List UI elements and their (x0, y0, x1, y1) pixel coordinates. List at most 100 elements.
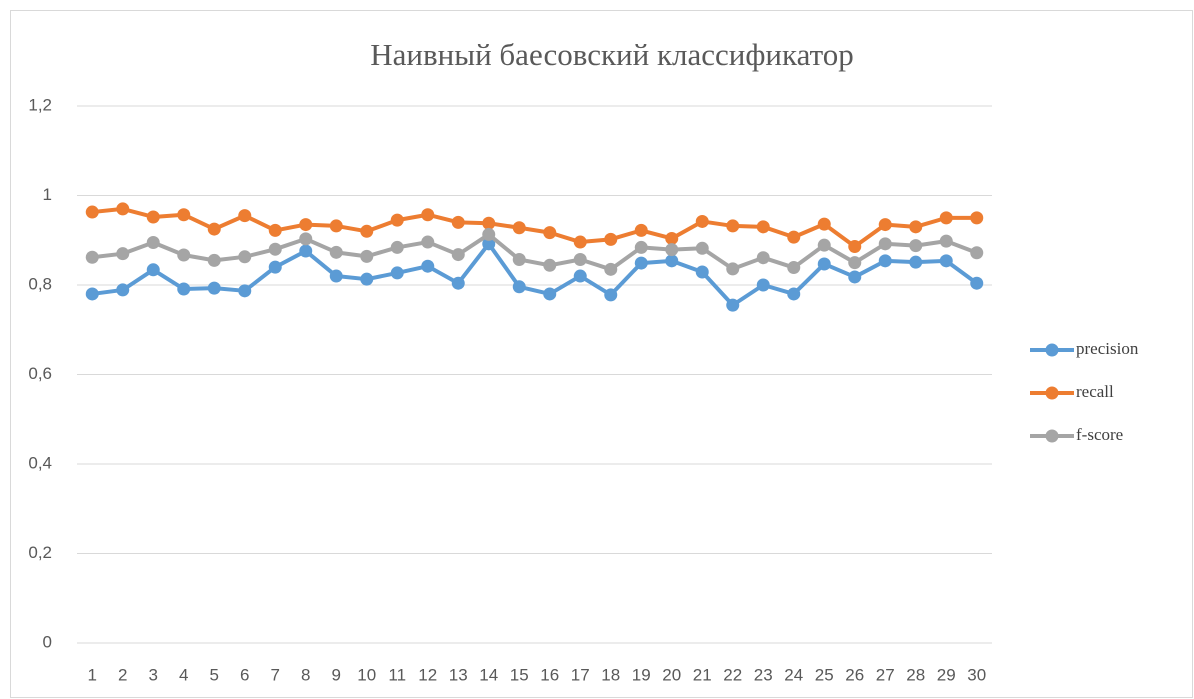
data-point (451, 248, 465, 262)
x-tick-label: 25 (815, 665, 834, 684)
x-tick-label: 9 (332, 665, 341, 684)
data-point (817, 217, 831, 231)
data-point (970, 211, 984, 225)
data-point (512, 280, 526, 294)
x-tick-label: 1 (88, 665, 97, 684)
data-point (695, 214, 709, 228)
data-point (817, 257, 831, 271)
data-point (878, 218, 892, 232)
data-point (543, 287, 557, 301)
data-point (482, 237, 496, 251)
data-point (939, 211, 953, 225)
data-point (848, 240, 862, 254)
data-point (665, 231, 679, 245)
data-point (329, 219, 343, 233)
data-point (604, 288, 618, 302)
data-point (116, 202, 130, 216)
data-point (85, 205, 99, 219)
data-point (512, 252, 526, 266)
data-point (543, 258, 557, 272)
data-point (878, 237, 892, 251)
data-point (573, 252, 587, 266)
data-point (939, 234, 953, 248)
legend-marker (1045, 429, 1059, 443)
y-tick-label: 0 (43, 632, 52, 651)
x-tick-label: 6 (240, 665, 249, 684)
x-tick-label: 27 (876, 665, 895, 684)
data-point (421, 208, 435, 222)
data-point (909, 220, 923, 234)
data-point (207, 222, 221, 236)
data-point (573, 235, 587, 249)
x-tick-label: 10 (357, 665, 376, 684)
data-point (848, 256, 862, 270)
x-tick-label: 3 (149, 665, 158, 684)
data-point (512, 221, 526, 235)
data-point (573, 269, 587, 283)
legend-label: f-score (1076, 425, 1123, 444)
data-point (390, 266, 404, 280)
data-point (451, 276, 465, 290)
data-point (848, 270, 862, 284)
data-point (817, 238, 831, 252)
legend-label: precision (1076, 339, 1139, 358)
data-point (207, 281, 221, 295)
data-point (421, 235, 435, 249)
data-point (726, 298, 740, 312)
data-point (726, 219, 740, 233)
data-point (756, 220, 770, 234)
data-point (665, 243, 679, 257)
data-point (482, 216, 496, 230)
chart-title: Наивный баесовский классификатор (370, 37, 853, 72)
x-tick-label: 7 (271, 665, 280, 684)
data-point (543, 226, 557, 240)
data-point (909, 239, 923, 253)
x-tick-label: 29 (937, 665, 956, 684)
data-point (329, 245, 343, 259)
data-point (238, 284, 252, 298)
data-point (146, 263, 160, 277)
data-point (878, 254, 892, 268)
y-tick-label: 1 (43, 185, 52, 204)
data-point (238, 209, 252, 223)
legend-marker (1045, 386, 1059, 400)
data-point (634, 223, 648, 237)
data-point (207, 253, 221, 267)
data-point (695, 241, 709, 255)
x-tick-label: 26 (845, 665, 864, 684)
data-point (634, 240, 648, 254)
chart-frame (10, 10, 1193, 698)
x-tick-label: 23 (754, 665, 773, 684)
data-point (299, 218, 313, 232)
data-point (116, 283, 130, 297)
data-point (177, 282, 191, 296)
x-tick-label: 16 (540, 665, 559, 684)
data-point (787, 287, 801, 301)
y-tick-label: 1,2 (28, 95, 52, 114)
data-point (970, 276, 984, 290)
x-tick-label: 14 (479, 665, 498, 684)
legend-label: recall (1076, 382, 1114, 401)
x-tick-label: 20 (662, 665, 681, 684)
data-point (482, 227, 496, 241)
data-point (177, 248, 191, 262)
x-tick-label: 24 (784, 665, 803, 684)
data-point (634, 256, 648, 270)
data-point (85, 287, 99, 301)
data-point (329, 269, 343, 283)
x-tick-label: 18 (601, 665, 620, 684)
x-tick-label: 21 (693, 665, 712, 684)
data-point (360, 224, 374, 238)
data-point (390, 240, 404, 254)
x-tick-label: 13 (449, 665, 468, 684)
data-point (268, 242, 282, 256)
x-tick-label: 8 (301, 665, 310, 684)
data-point (177, 208, 191, 222)
data-point (238, 250, 252, 264)
data-point (756, 251, 770, 265)
data-point (421, 259, 435, 273)
data-point (787, 261, 801, 275)
x-tick-label: 30 (967, 665, 986, 684)
legend-marker (1045, 343, 1059, 357)
x-tick-label: 15 (510, 665, 529, 684)
